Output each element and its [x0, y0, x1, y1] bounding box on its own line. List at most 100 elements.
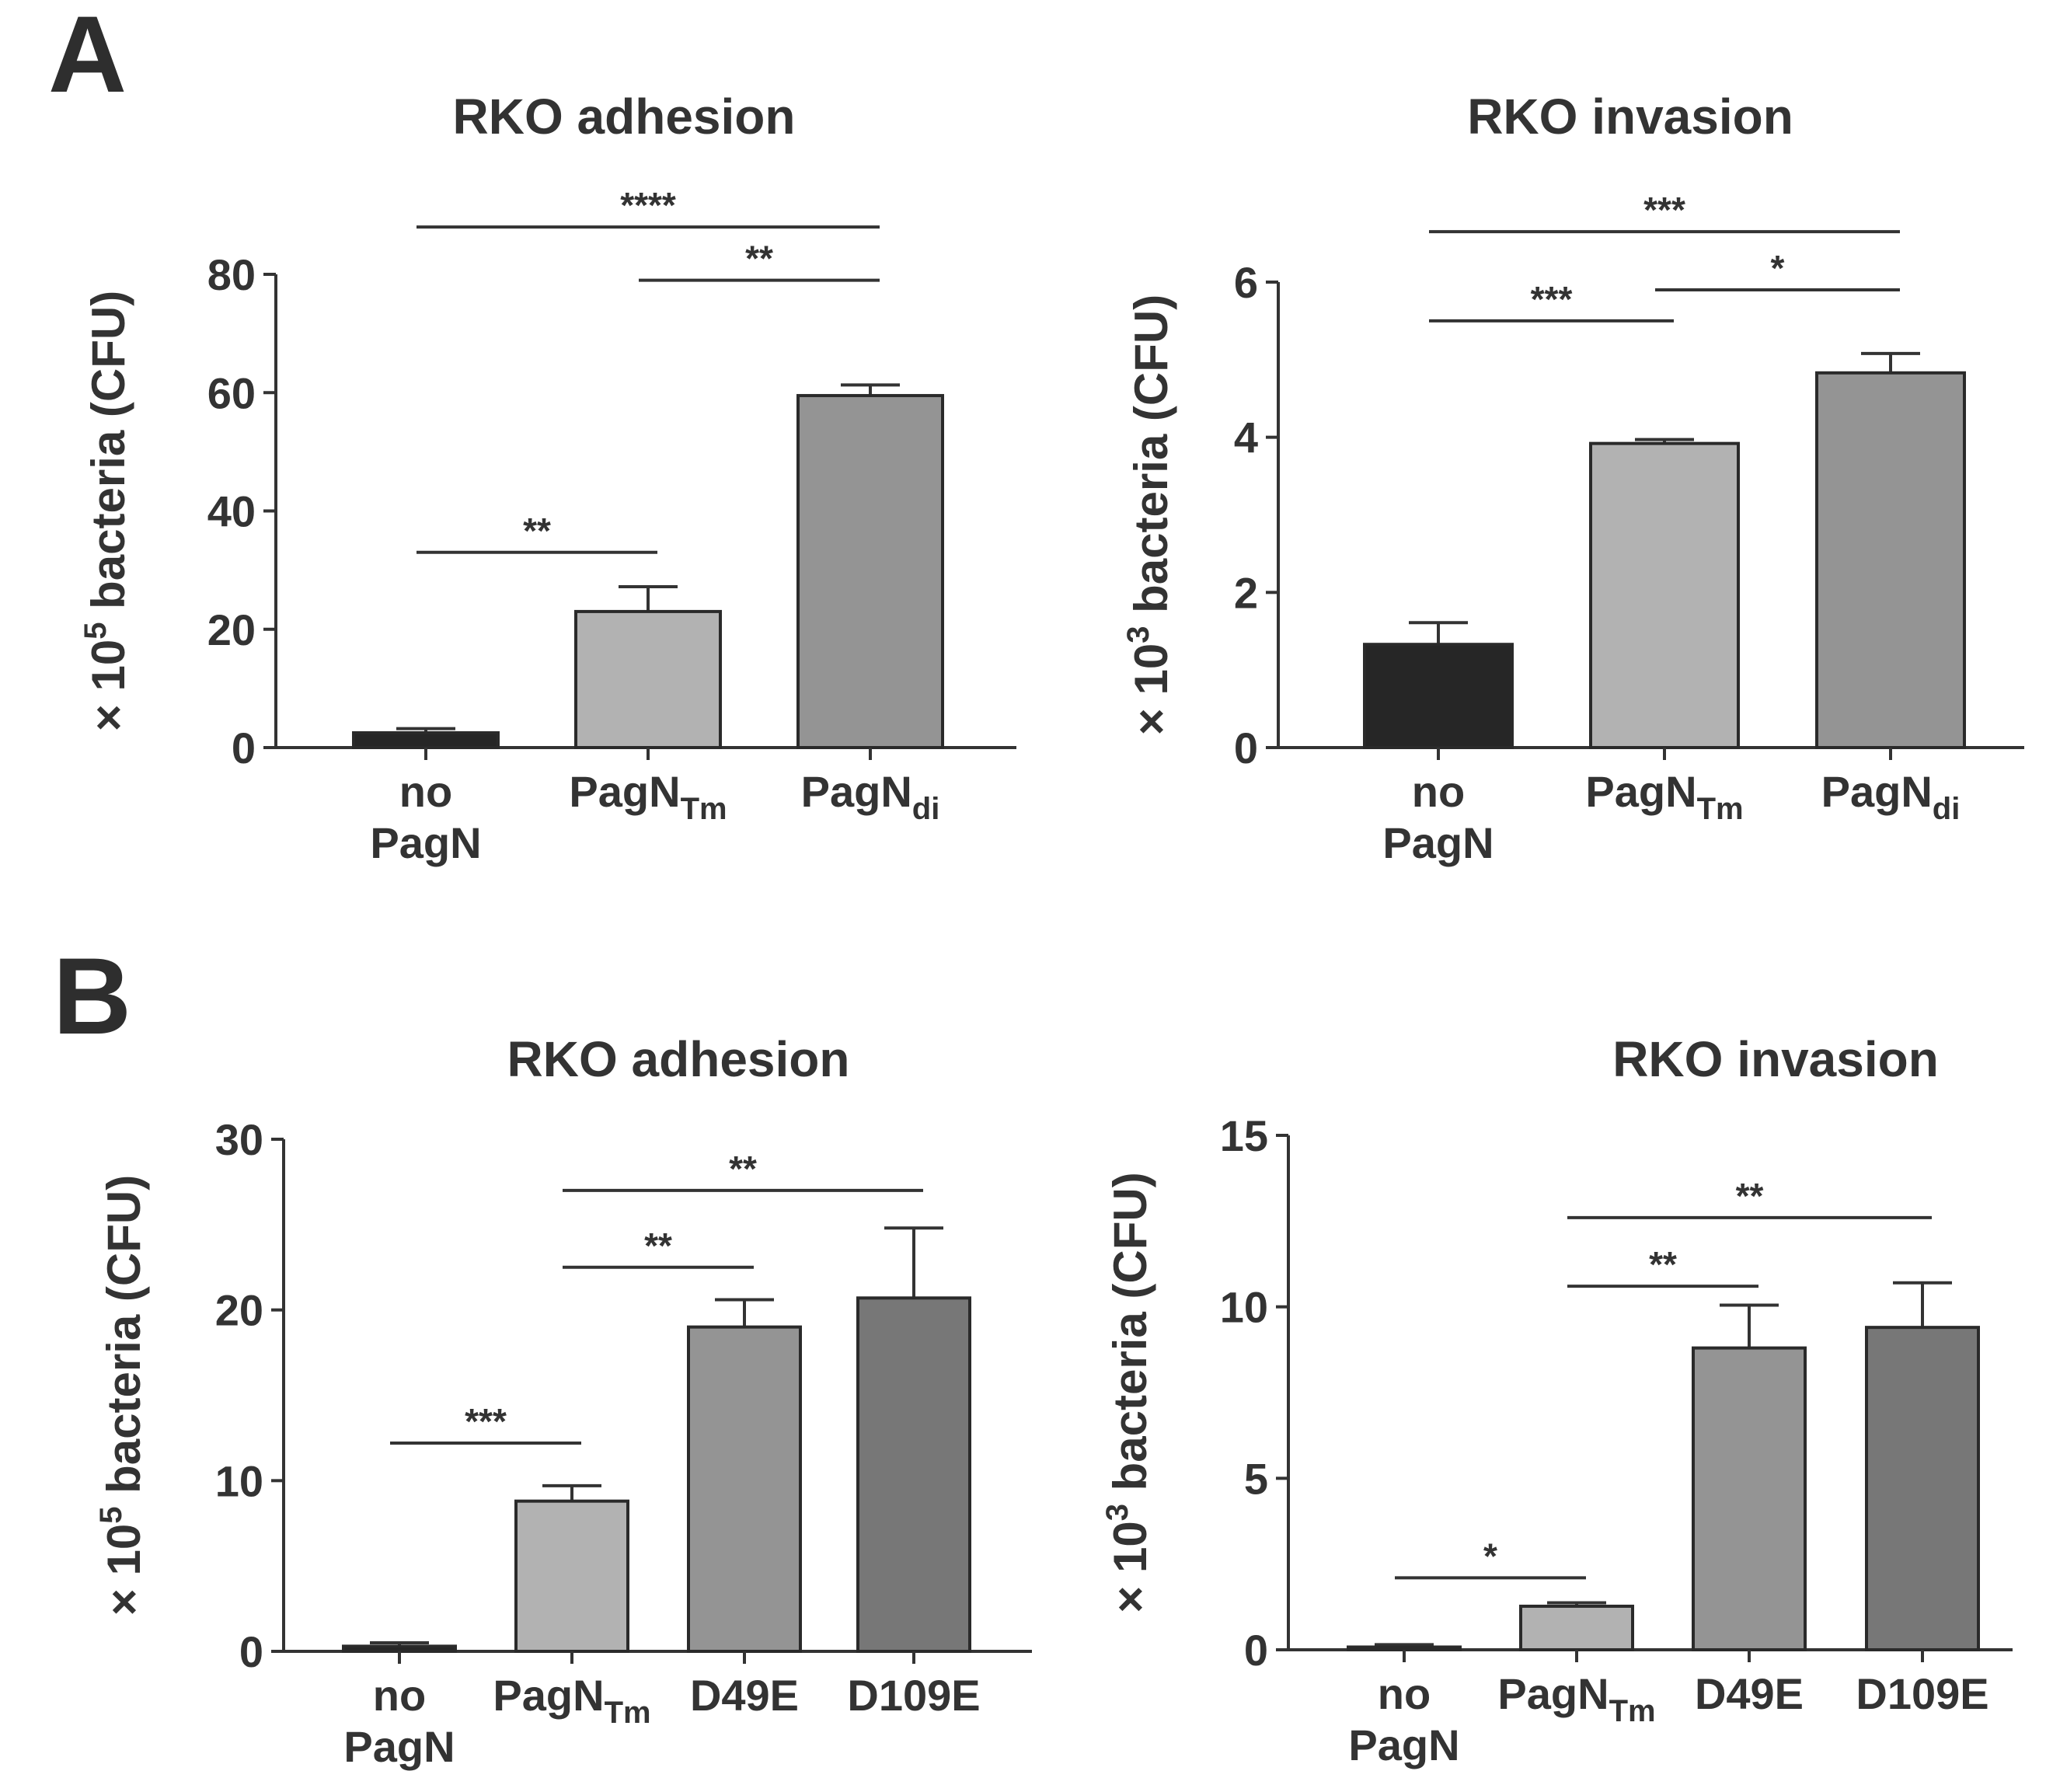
- y-axis-label-suffix: bacteria (CFU): [1125, 295, 1177, 626]
- x-tick-label: PagN: [343, 1722, 455, 1771]
- bar: [1519, 1604, 1634, 1652]
- bar: [796, 394, 944, 749]
- bar: [1347, 1645, 1462, 1651]
- y-axis-label-prefix: × 10: [98, 1524, 150, 1616]
- significance-label: ***: [465, 1401, 507, 1442]
- x-tick-label: PagNTm: [569, 767, 727, 826]
- y-axis-label: × 105 bacteria (CFU): [78, 291, 134, 731]
- significance-label: **: [1736, 1176, 1764, 1216]
- significance-label: **: [644, 1225, 672, 1266]
- y-axis-label: × 103 bacteria (CFU): [1121, 295, 1177, 735]
- bar: [1589, 441, 1740, 749]
- y-axis-label-exponent: 3: [1121, 626, 1155, 643]
- y-axis-label: × 103 bacteria (CFU): [1100, 1172, 1156, 1612]
- y-tick-label: 0: [239, 1627, 263, 1676]
- y-tick-label: 40: [207, 487, 256, 536]
- x-tick-label-base: PagN: [493, 1671, 604, 1720]
- y-axis-label-prefix: × 10: [1125, 643, 1177, 735]
- significance-label: ***: [1643, 190, 1685, 230]
- x-tick-label: PagNdi: [1821, 767, 1961, 826]
- y-tick-label: 20: [215, 1286, 263, 1335]
- chart-title: RKO invasion: [1467, 89, 1793, 145]
- x-tick-label: no: [373, 1671, 426, 1720]
- y-axis-label-suffix: bacteria (CFU): [98, 1175, 150, 1507]
- bar: [352, 730, 500, 749]
- x-tick-label-base: D109E: [1856, 1669, 1988, 1718]
- x-tick-label-base: PagN: [1585, 767, 1696, 816]
- x-tick-label-base: PagN: [1821, 767, 1933, 816]
- y-axis-label-prefix: × 10: [82, 640, 134, 731]
- bar: [1692, 1346, 1807, 1652]
- significance-label: **: [729, 1149, 757, 1189]
- significance-label: ****: [620, 185, 676, 225]
- x-tick-label: D49E: [690, 1671, 799, 1720]
- y-tick-label: 10: [1220, 1283, 1268, 1332]
- y-tick-label: 2: [1234, 568, 1258, 617]
- y-axis-label-exponent: 5: [94, 1507, 128, 1524]
- bar: [1865, 1326, 1980, 1651]
- bar: [856, 1296, 971, 1654]
- chart-title: RKO adhesion: [507, 1031, 850, 1087]
- x-tick-label: D49E: [1695, 1669, 1804, 1718]
- y-axis-label-suffix: bacteria (CFU): [1104, 1172, 1156, 1504]
- x-tick-label-subscript: Tm: [681, 792, 727, 826]
- x-tick-label-subscript: Tm: [605, 1696, 651, 1730]
- charts-group: RKO adhesion× 105 bacteria (CFU)02040608…: [78, 89, 2024, 1771]
- x-tick-label: D109E: [847, 1671, 980, 1720]
- x-tick-label-base: D49E: [690, 1671, 799, 1720]
- y-tick-label: 30: [215, 1115, 263, 1164]
- x-tick-label-subscript: Tm: [1609, 1694, 1656, 1728]
- y-axis-label-exponent: 3: [1100, 1504, 1135, 1521]
- x-tick-label-base: PagN: [1497, 1669, 1609, 1718]
- panel-label-b: B: [53, 935, 131, 1057]
- significance-label: ***: [1531, 279, 1573, 319]
- x-tick-label-base: D49E: [1695, 1669, 1804, 1718]
- y-tick-label: 4: [1234, 413, 1258, 462]
- chart-4: RKO invasion × 103 bacteria (CFU) 0 5 10 15 no…: [1100, 1031, 2013, 1769]
- x-tick-label: no: [399, 767, 452, 816]
- x-tick-label: D109E: [1856, 1669, 1988, 1718]
- y-tick-label: 6: [1234, 258, 1258, 307]
- y-tick-label: 0: [1244, 1626, 1268, 1675]
- y-axis-label-suffix: bacteria (CFU): [82, 291, 134, 622]
- x-tick-label: PagN: [370, 818, 481, 867]
- y-tick-label: 10: [215, 1456, 263, 1505]
- panel-label-a: A: [48, 0, 127, 115]
- bar: [1363, 643, 1514, 750]
- y-tick-label: 0: [232, 723, 256, 772]
- x-tick-label-base: D109E: [847, 1671, 980, 1720]
- significance-label: **: [745, 239, 773, 279]
- x-tick-label: PagNdi: [801, 767, 940, 826]
- x-tick-label: PagNTm: [1585, 767, 1743, 826]
- x-tick-label: PagNTm: [493, 1671, 650, 1730]
- bar: [1815, 371, 1966, 749]
- chart-1: RKO adhesion × 105 bacteria (CFU) 0 20 40 60 8…: [78, 89, 1016, 867]
- chart-title: RKO invasion: [1612, 1031, 1939, 1087]
- bar: [687, 1325, 802, 1653]
- y-tick-label: 5: [1244, 1454, 1268, 1503]
- y-tick-label: 80: [207, 250, 256, 299]
- significance-label: *: [1483, 1536, 1497, 1576]
- bar: [574, 609, 722, 749]
- x-tick-label-subscript: di: [1933, 792, 1961, 826]
- chart-title: RKO adhesion: [453, 89, 796, 145]
- significance-label: **: [1649, 1244, 1677, 1285]
- y-axis-label: × 105 bacteria (CFU): [94, 1175, 150, 1616]
- y-tick-label: 60: [207, 368, 256, 417]
- chart-2: RKO invasion× 103 bacteria (CFU)0246noPa…: [1121, 89, 2024, 867]
- x-tick-label: PagN: [1382, 818, 1494, 867]
- x-tick-label: no: [1378, 1669, 1431, 1718]
- y-tick-label: 20: [207, 605, 256, 654]
- x-tick-label: PagN: [1348, 1721, 1459, 1769]
- x-tick-label-subscript: di: [912, 792, 940, 826]
- significance-label: *: [1771, 248, 1785, 288]
- y-axis-label-exponent: 5: [78, 622, 113, 640]
- x-tick-label-base: PagN: [569, 767, 680, 816]
- y-axis-label-prefix: × 10: [1104, 1521, 1156, 1612]
- x-tick-label: PagNTm: [1497, 1669, 1655, 1728]
- y-tick-label: 0: [1234, 723, 1258, 772]
- bar: [514, 1499, 629, 1654]
- x-tick-label: no: [1412, 767, 1465, 816]
- x-tick-label-base: PagN: [801, 767, 912, 816]
